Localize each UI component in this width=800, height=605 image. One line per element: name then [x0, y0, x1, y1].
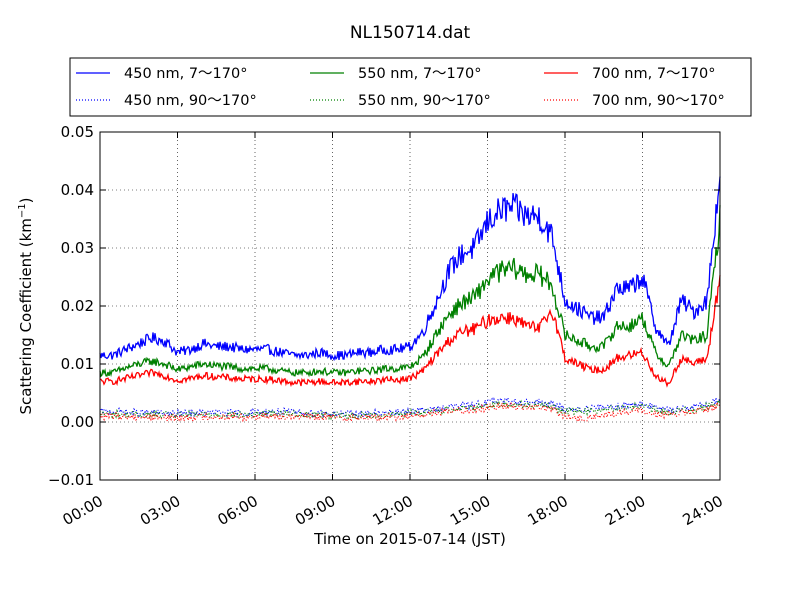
legend-label-0: 450 nm, 7～170° [124, 66, 247, 82]
legend: 450 nm, 7～170° 550 nm, 7～170° 700 nm, 7～17… [69, 57, 752, 117]
series-line-4 [99, 399, 721, 421]
x-tick-label-7: 21:00 [602, 492, 648, 529]
y-axis-label: Scattering Coefficient (km−1) [17, 197, 35, 414]
y-tick-label-3: 0.02 [61, 297, 94, 315]
y-tick-label-6: 0.05 [61, 123, 94, 141]
series-line-5 [99, 401, 721, 424]
legend-label-1: 550 nm, 7～170° [358, 66, 481, 82]
series-line-2 [99, 275, 721, 388]
y-tick-label-1: 0.00 [61, 413, 94, 431]
x-tick-label-2: 06:00 [215, 492, 261, 529]
x-axis-label: Time on 2015-07-14 (JST) [313, 530, 506, 548]
y-tick-label-0: −0.01 [48, 471, 94, 489]
y-axis-label-main: Scattering Coefficient (km [17, 218, 35, 414]
x-tick-label-8: 24:00 [680, 492, 726, 529]
x-tick-label-5: 15:00 [447, 492, 493, 529]
y-axis-label-sup: −1 [17, 203, 28, 218]
y-tick-label-5: 0.04 [61, 181, 94, 199]
series-line-0 [99, 176, 721, 362]
legend-label-3: 450 nm, 90～170° [124, 93, 257, 109]
x-tick-label-4: 12:00 [370, 492, 416, 529]
legend-box [69, 57, 752, 117]
legend-label-5: 700 nm, 90～170° [592, 93, 725, 109]
y-tick-label-2: 0.01 [61, 355, 94, 373]
x-tick-label-1: 03:00 [137, 492, 183, 529]
x-tick-label-0: 00:00 [60, 492, 106, 529]
grid [99, 131, 721, 481]
legend-label-4: 550 nm, 90～170° [358, 93, 491, 109]
x-tick-label-3: 09:00 [292, 492, 338, 529]
x-tick-label-6: 18:00 [525, 492, 571, 529]
series-layer [99, 176, 721, 424]
y-tick-label-4: 0.03 [61, 239, 94, 257]
y-axis-label-end: ) [17, 197, 35, 203]
series-line-1 [99, 205, 721, 378]
chart-title: NL150714.dat [350, 23, 471, 43]
legend-label-2: 700 nm, 7～170° [592, 66, 715, 82]
